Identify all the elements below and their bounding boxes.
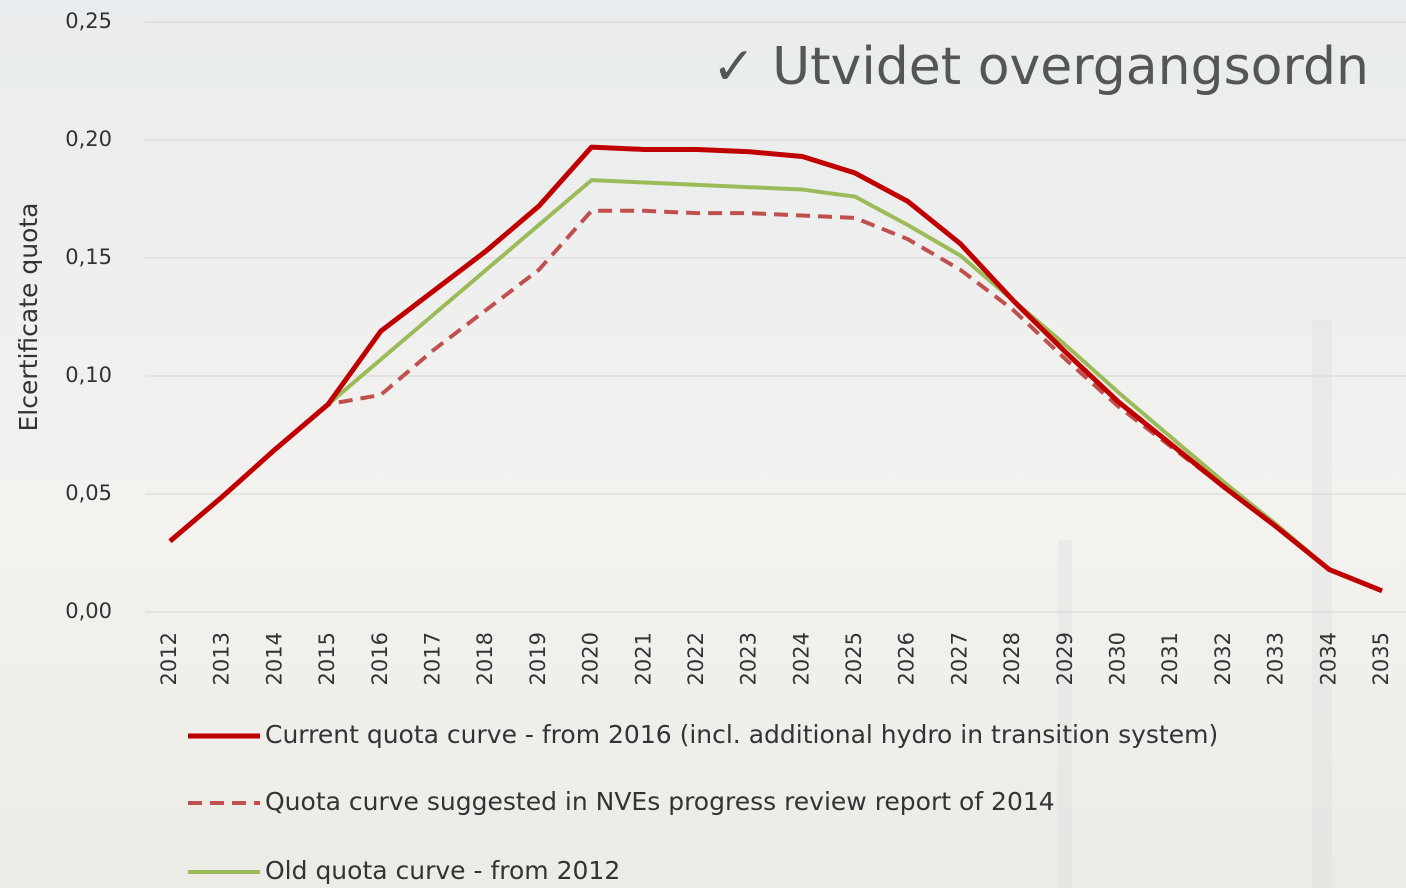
y-tick-label: 0,05	[65, 481, 112, 505]
x-tick-label: 2021	[631, 632, 655, 685]
x-tick-label: 2034	[1316, 632, 1340, 685]
y-tick-label: 0,10	[65, 363, 112, 387]
wind-turbine	[1058, 320, 1332, 888]
y-axis-label: Elcertificate quota	[14, 203, 43, 432]
x-tick-label: 2030	[1106, 632, 1130, 685]
x-tick-label: 2027	[947, 632, 971, 685]
x-tick-label: 2029	[1053, 632, 1077, 685]
x-tick-label: 2023	[737, 632, 761, 685]
y-tick-label: 0,00	[65, 599, 112, 623]
legend-label: Current quota curve - from 2016 (incl. a…	[265, 720, 1218, 749]
x-tick-label: 2019	[526, 632, 550, 685]
y-tick-label: 0,20	[65, 127, 112, 151]
x-tick-label: 2013	[210, 632, 234, 685]
data-line	[168, 144, 1383, 594]
x-tick-label: 2016	[368, 632, 392, 685]
y-tick-label: 0,25	[65, 9, 112, 33]
x-tick-label: 2024	[789, 632, 813, 685]
x-tick-label: 2025	[842, 632, 866, 685]
legend-label: Quota curve suggested in NVEs progress r…	[265, 787, 1055, 816]
data-line	[168, 178, 1383, 593]
x-tick-label: 2031	[1158, 632, 1182, 685]
annotation: ✓ Utvidet overgangsordn	[712, 37, 1369, 97]
x-tick-label: 2012	[157, 632, 181, 685]
x-tick-label: 2014	[262, 632, 286, 685]
x-tick-label: 2015	[315, 632, 339, 685]
x-tick-label: 2028	[1000, 632, 1024, 685]
x-tick-label: 2033	[1264, 632, 1288, 685]
x-tick-label: 2017	[420, 632, 444, 685]
x-tick-label: 2020	[579, 632, 603, 685]
x-tick-label: 2018	[473, 632, 497, 685]
legend-label: Old quota curve - from 2012	[265, 856, 620, 885]
x-tick-label: 2035	[1369, 632, 1393, 685]
x-tick-label: 2026	[895, 632, 919, 685]
y-tick-label: 0,15	[65, 245, 112, 269]
x-tick-label: 2032	[1211, 632, 1235, 685]
x-tick-label: 2022	[684, 632, 708, 685]
